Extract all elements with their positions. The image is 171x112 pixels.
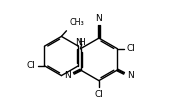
Text: CH₃: CH₃ (69, 18, 84, 27)
Text: Cl: Cl (95, 90, 103, 99)
Text: N: N (127, 71, 134, 80)
Text: H: H (78, 38, 84, 47)
Text: Cl: Cl (26, 61, 35, 70)
Text: Cl: Cl (127, 44, 136, 53)
Text: N: N (75, 39, 82, 47)
Text: N: N (96, 14, 102, 23)
Text: N: N (64, 71, 70, 80)
